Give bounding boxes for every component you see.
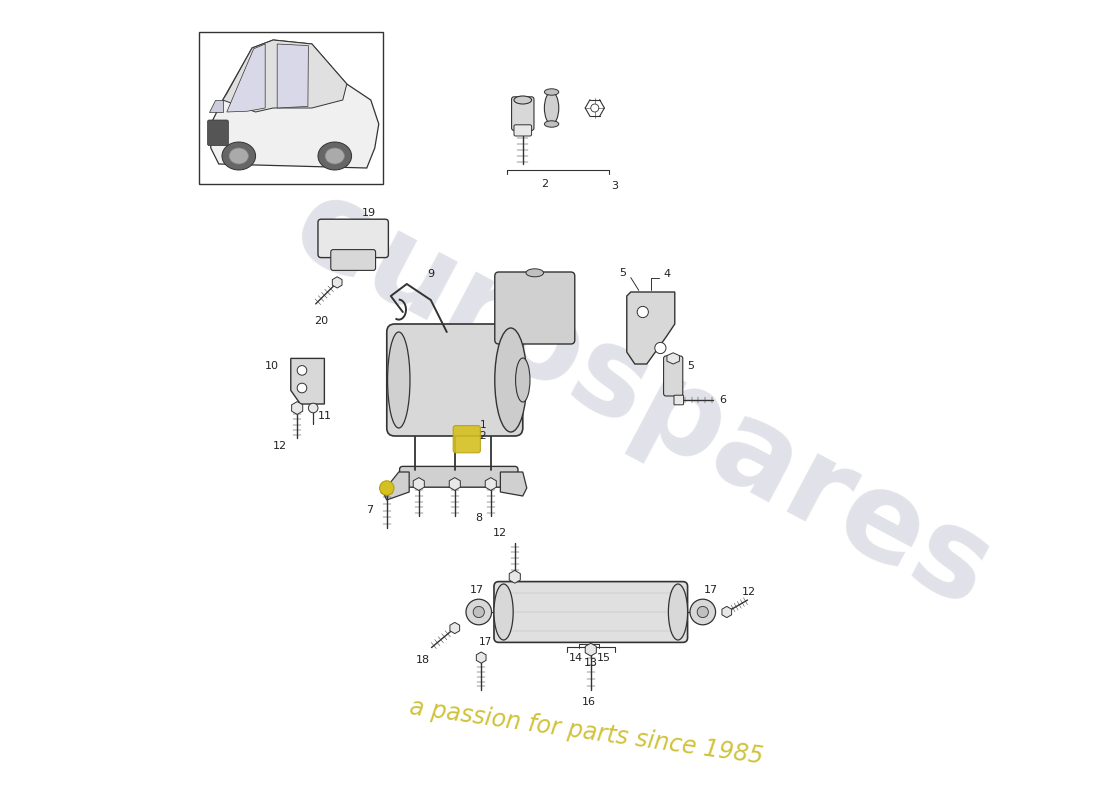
Text: 1: 1 (480, 420, 486, 430)
Polygon shape (627, 292, 674, 364)
Text: 2: 2 (480, 431, 486, 441)
Text: 13: 13 (584, 658, 597, 668)
FancyBboxPatch shape (674, 395, 683, 405)
Polygon shape (383, 472, 409, 500)
FancyBboxPatch shape (453, 426, 481, 453)
Polygon shape (382, 483, 393, 496)
Polygon shape (476, 652, 486, 663)
Ellipse shape (544, 89, 559, 95)
Circle shape (308, 403, 318, 413)
Ellipse shape (387, 332, 410, 428)
Polygon shape (509, 570, 520, 583)
FancyBboxPatch shape (494, 582, 688, 642)
Text: 6: 6 (719, 395, 726, 405)
Circle shape (297, 383, 307, 393)
FancyBboxPatch shape (514, 125, 531, 136)
Polygon shape (227, 44, 265, 112)
Text: 11: 11 (318, 411, 331, 421)
Text: 17: 17 (704, 585, 718, 594)
Text: 8: 8 (475, 514, 482, 523)
Text: 17: 17 (470, 585, 484, 594)
Polygon shape (211, 40, 378, 168)
Polygon shape (290, 358, 324, 404)
Text: 16: 16 (582, 697, 596, 706)
Polygon shape (277, 44, 308, 108)
Ellipse shape (514, 96, 531, 104)
Text: 4: 4 (663, 270, 670, 279)
Text: 15: 15 (596, 654, 611, 663)
FancyBboxPatch shape (208, 120, 229, 146)
Text: 5: 5 (688, 362, 694, 371)
Polygon shape (292, 402, 302, 414)
FancyBboxPatch shape (318, 219, 388, 258)
FancyBboxPatch shape (495, 272, 575, 344)
Text: 14: 14 (570, 654, 583, 663)
Text: 7: 7 (365, 506, 373, 515)
Circle shape (697, 606, 708, 618)
Text: 17: 17 (478, 637, 492, 646)
Circle shape (297, 366, 307, 375)
Ellipse shape (494, 584, 514, 640)
Ellipse shape (544, 121, 559, 127)
Ellipse shape (544, 92, 559, 124)
FancyBboxPatch shape (387, 324, 522, 436)
Polygon shape (450, 622, 460, 634)
Text: 10: 10 (265, 362, 278, 371)
Ellipse shape (318, 142, 352, 170)
Polygon shape (449, 478, 460, 490)
Polygon shape (722, 606, 732, 618)
Text: 5: 5 (619, 268, 626, 278)
Circle shape (473, 606, 484, 618)
Polygon shape (585, 643, 596, 656)
Polygon shape (485, 478, 496, 490)
Text: eurospares: eurospares (274, 167, 1011, 633)
Ellipse shape (516, 358, 530, 402)
FancyBboxPatch shape (512, 97, 534, 130)
Bar (199, 32, 383, 184)
Ellipse shape (222, 142, 255, 170)
Text: a passion for parts since 1985: a passion for parts since 1985 (408, 695, 766, 769)
Polygon shape (332, 277, 342, 288)
Ellipse shape (669, 584, 688, 640)
Ellipse shape (526, 269, 543, 277)
Text: 20: 20 (315, 316, 328, 326)
Circle shape (690, 599, 716, 625)
Text: 19: 19 (362, 208, 376, 218)
Text: 3: 3 (612, 181, 618, 190)
Circle shape (654, 342, 666, 354)
Circle shape (637, 306, 648, 318)
Text: 12: 12 (742, 587, 756, 597)
Polygon shape (414, 478, 425, 490)
Polygon shape (500, 472, 527, 496)
Text: 2: 2 (541, 179, 549, 189)
Circle shape (466, 599, 492, 625)
FancyBboxPatch shape (663, 356, 683, 396)
Polygon shape (209, 100, 223, 112)
Text: 12: 12 (273, 442, 287, 451)
FancyBboxPatch shape (331, 250, 375, 270)
Ellipse shape (229, 148, 249, 164)
Circle shape (591, 104, 598, 112)
Polygon shape (223, 40, 346, 112)
Text: 9: 9 (427, 270, 434, 279)
FancyBboxPatch shape (399, 466, 518, 487)
Circle shape (379, 481, 394, 495)
Text: 18: 18 (416, 655, 430, 665)
Polygon shape (667, 353, 680, 364)
Ellipse shape (326, 148, 344, 164)
Text: 12: 12 (493, 528, 507, 538)
Ellipse shape (495, 328, 527, 432)
